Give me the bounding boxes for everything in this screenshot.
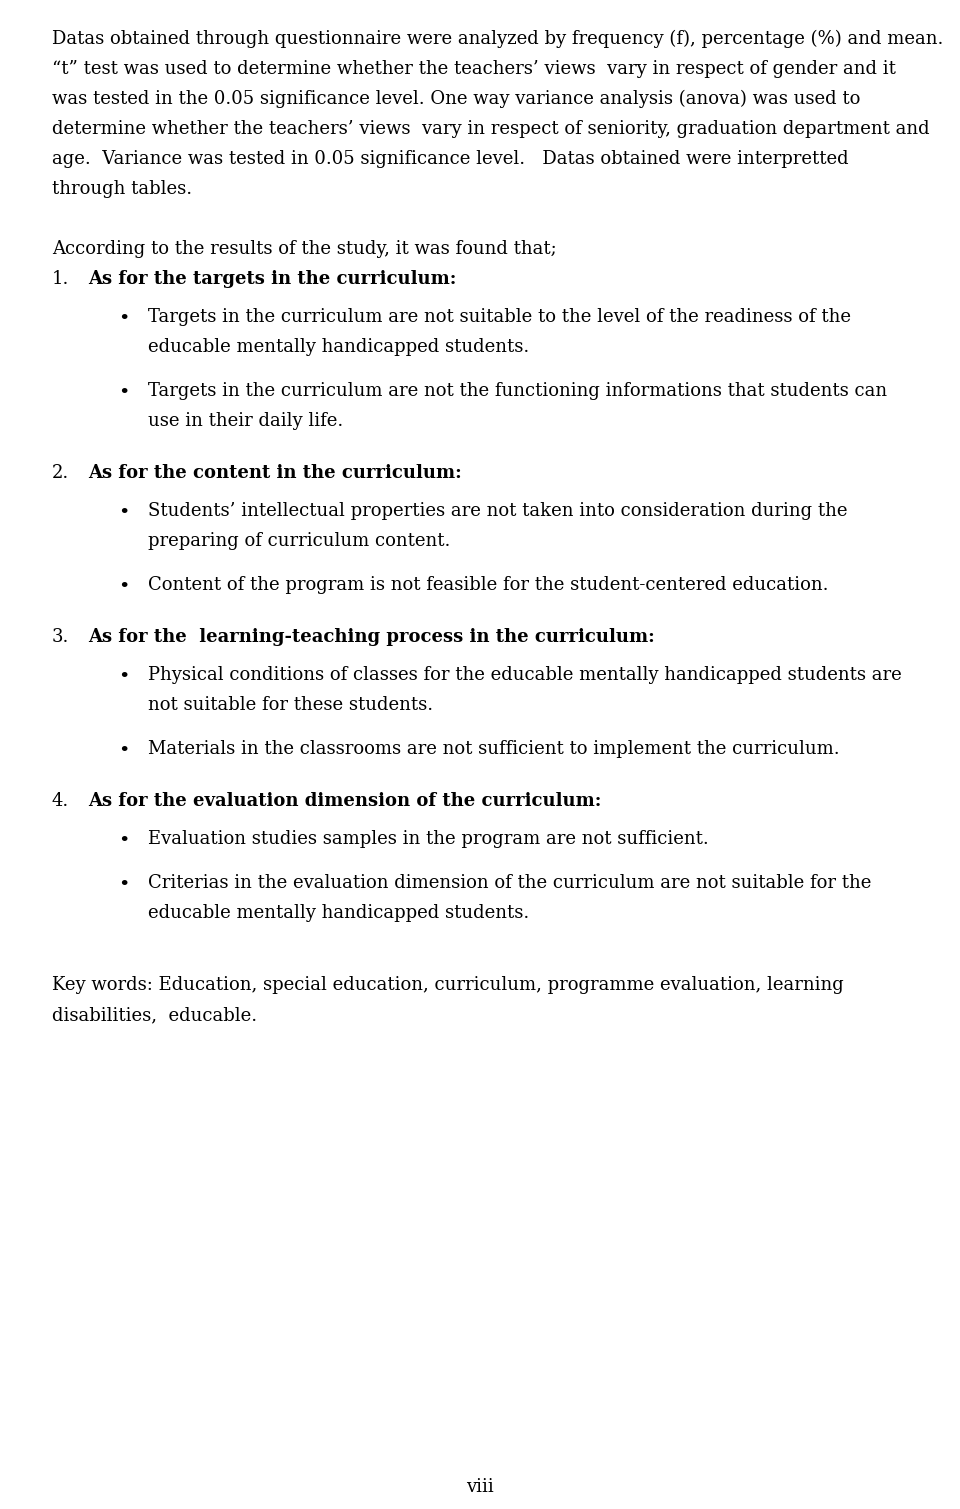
Text: was tested in the 0.05 significance level. One way variance analysis (anova) was: was tested in the 0.05 significance leve… (52, 91, 860, 109)
Text: As for the evaluation dimension of the curriculum:: As for the evaluation dimension of the c… (88, 792, 601, 810)
Text: disabilities,  educable.: disabilities, educable. (52, 1007, 257, 1025)
Text: age.  Variance was tested in 0.05 significance level.   Datas obtained were inte: age. Variance was tested in 0.05 signifi… (52, 149, 849, 167)
Text: Materials in the classrooms are not sufficient to implement the curriculum.: Materials in the classrooms are not suff… (148, 739, 840, 758)
Text: use in their daily life.: use in their daily life. (148, 412, 344, 430)
Text: •: • (118, 742, 130, 761)
Text: As for the targets in the curriculum:: As for the targets in the curriculum: (88, 270, 456, 288)
Text: •: • (118, 383, 130, 401)
Text: As for the content in the curriculum:: As for the content in the curriculum: (88, 463, 462, 481)
Text: educable mentally handicapped students.: educable mentally handicapped students. (148, 904, 529, 922)
Text: •: • (118, 831, 130, 850)
Text: through tables.: through tables. (52, 180, 192, 198)
Text: Key words: Education, special education, curriculum, programme evaluation, learn: Key words: Education, special education,… (52, 976, 844, 994)
Text: determine whether the teachers’ views  vary in respect of seniority, graduation : determine whether the teachers’ views va… (52, 121, 929, 137)
Text: 2.: 2. (52, 463, 69, 481)
Text: Content of the program is not feasible for the student-centered education.: Content of the program is not feasible f… (148, 576, 828, 595)
Text: Targets in the curriculum are not suitable to the level of the readiness of the: Targets in the curriculum are not suitab… (148, 308, 851, 326)
Text: •: • (118, 578, 130, 596)
Text: •: • (118, 504, 130, 522)
Text: 1.: 1. (52, 270, 69, 288)
Text: educable mentally handicapped students.: educable mentally handicapped students. (148, 338, 529, 356)
Text: •: • (118, 668, 130, 687)
Text: “t” test was used to determine whether the teachers’ views  vary in respect of g: “t” test was used to determine whether t… (52, 60, 896, 78)
Text: Targets in the curriculum are not the functioning informations that students can: Targets in the curriculum are not the fu… (148, 382, 887, 400)
Text: Physical conditions of classes for the educable mentally handicapped students ar: Physical conditions of classes for the e… (148, 665, 901, 684)
Text: •: • (118, 309, 130, 327)
Text: viii: viii (467, 1477, 493, 1495)
Text: Evaluation studies samples in the program are not sufficient.: Evaluation studies samples in the progra… (148, 830, 708, 848)
Text: According to the results of the study, it was found that;: According to the results of the study, i… (52, 240, 557, 258)
Text: Students’ intellectual properties are not taken into consideration during the: Students’ intellectual properties are no… (148, 502, 848, 521)
Text: 4.: 4. (52, 792, 69, 810)
Text: not suitable for these students.: not suitable for these students. (148, 696, 433, 714)
Text: Datas obtained through questionnaire were analyzed by frequency (f), percentage : Datas obtained through questionnaire wer… (52, 30, 944, 48)
Text: •: • (118, 877, 130, 893)
Text: As for the  learning-teaching process in the curriculum:: As for the learning-teaching process in … (88, 628, 655, 646)
Text: preparing of curriculum content.: preparing of curriculum content. (148, 533, 450, 549)
Text: Criterias in the evaluation dimension of the curriculum are not suitable for the: Criterias in the evaluation dimension of… (148, 874, 872, 892)
Text: 3.: 3. (52, 628, 69, 646)
